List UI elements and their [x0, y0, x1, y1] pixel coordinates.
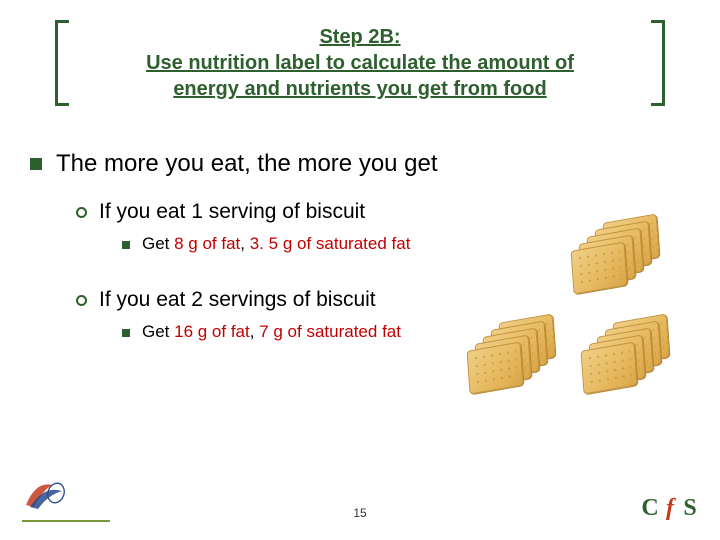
cracker-icon	[571, 242, 628, 295]
logo-letter-f: f	[660, 490, 680, 526]
cracker-stack	[574, 318, 674, 388]
slide: Step 2B: Use nutrition label to calculat…	[0, 0, 720, 540]
footer-logo-right-icon: C f S	[640, 490, 700, 526]
cracker-stack	[564, 218, 664, 288]
cracker-stack-icon	[574, 318, 674, 388]
fat-value: 16 g of fat	[174, 322, 250, 341]
title-line-1: Step 2B:	[319, 26, 400, 48]
bracket-right-icon	[651, 20, 665, 106]
cracker-icon	[467, 342, 524, 395]
title-line-2: Use nutrition label to calculate the amo…	[146, 52, 574, 74]
bracket-left-icon	[55, 20, 69, 106]
circle-bullet-icon	[76, 207, 87, 218]
bullet-level-2: If you eat 2 servings of biscuit	[76, 288, 690, 312]
circle-bullet-icon	[76, 295, 87, 306]
square-bullet-small-icon	[122, 329, 130, 337]
serving1-heading: If you eat 1 serving of biscuit	[99, 200, 365, 224]
satfat-value: 7 g of saturated fat	[259, 322, 401, 341]
title-line-3: energy and nutrients you get from food	[173, 78, 546, 100]
slide-title: Step 2B: Use nutrition label to calculat…	[55, 18, 665, 108]
logo-letter-c: C	[640, 490, 660, 526]
satfat-value: 3. 5 g of saturated fat	[250, 234, 411, 253]
logo-underline	[22, 520, 110, 522]
swoosh-logo-icon	[22, 475, 70, 513]
footer-logo-left-icon	[22, 475, 110, 522]
square-bullet-small-icon	[122, 241, 130, 249]
fat-value: 8 g of fat	[174, 234, 240, 253]
detail-prefix: Get	[142, 234, 174, 253]
cracker-stack	[460, 318, 560, 388]
logo-letter-s: S	[680, 490, 700, 526]
serving2-detail: Get 16 g of fat, 7 g of saturated fat	[142, 322, 401, 342]
square-bullet-icon	[30, 158, 42, 170]
title-text: Step 2B: Use nutrition label to calculat…	[69, 24, 651, 102]
sep: ,	[240, 234, 249, 253]
bullet-level-1: The more you eat, the more you get	[30, 150, 690, 178]
sep: ,	[250, 322, 259, 341]
cracker-stack-icon	[460, 318, 560, 388]
lvl1-text: The more you eat, the more you get	[56, 150, 438, 178]
detail-prefix: Get	[142, 322, 174, 341]
serving1-detail: Get 8 g of fat, 3. 5 g of saturated fat	[142, 234, 410, 254]
cracker-icon	[581, 342, 638, 395]
serving2-heading: If you eat 2 servings of biscuit	[99, 288, 376, 312]
cracker-stack-icon	[564, 218, 664, 288]
